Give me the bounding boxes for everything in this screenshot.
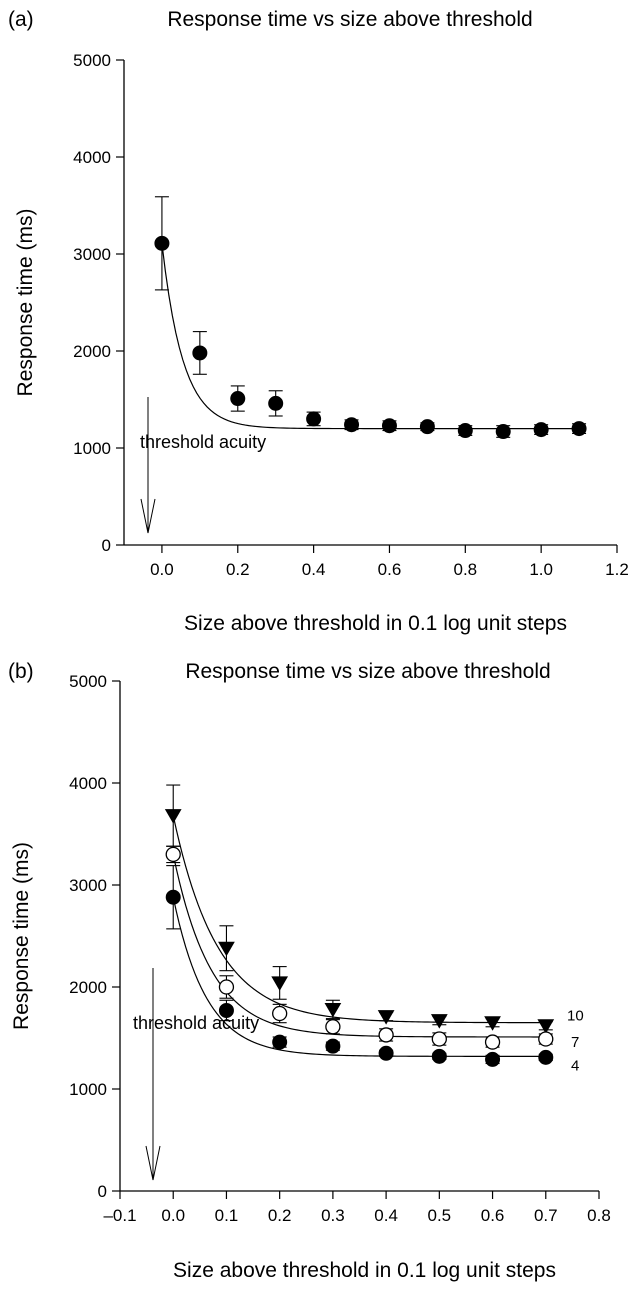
data-point — [218, 979, 235, 995]
data-point — [537, 1019, 555, 1034]
x-tick-label: 0.0 — [161, 1206, 185, 1225]
y-tick-label: 0 — [98, 1182, 107, 1201]
data-point — [218, 1002, 234, 1018]
data-point — [571, 421, 587, 437]
chart-b-svg: (b) Response time vs size above threshold… — [8, 660, 611, 1282]
x-tick-label: 0.1 — [215, 1206, 239, 1225]
data-point — [165, 889, 181, 905]
x-tick-label: 0.8 — [453, 560, 477, 579]
y-tick-label: 3000 — [69, 876, 107, 895]
data-point — [272, 1005, 288, 1022]
x-tick-label: 0.8 — [587, 1206, 611, 1225]
chart-panel-b: (b) Response time vs size above threshold… — [0, 645, 631, 1290]
data-point — [192, 345, 208, 361]
data-point — [230, 391, 246, 407]
data-point — [533, 422, 549, 438]
data-point — [218, 941, 235, 957]
data-point — [154, 235, 170, 251]
x-tick-label: 0.2 — [268, 1206, 292, 1225]
series-label: 7 — [571, 1034, 579, 1051]
y-tick-label: 3000 — [73, 245, 111, 264]
data-point — [324, 1002, 342, 1018]
series-10 — [164, 784, 555, 1034]
y-tick-label: 0 — [102, 536, 111, 555]
series-7 — [165, 845, 554, 1050]
data-point — [484, 1034, 501, 1050]
data-point — [538, 1031, 554, 1047]
data-point — [271, 976, 289, 991]
x-tick-label: 0.6 — [378, 560, 402, 579]
data-point — [495, 424, 511, 440]
data-point — [268, 395, 284, 411]
chart-panel-a: (a) Response time vs size above threshold… — [0, 0, 631, 645]
data-point — [457, 423, 473, 439]
y-axis-label: Response time (ms) — [10, 842, 33, 1030]
data-point — [419, 419, 435, 435]
arrow-head — [140, 498, 156, 534]
data-point — [325, 1038, 341, 1054]
series-4 — [165, 865, 554, 1067]
y-axis-label: Response time (ms) — [14, 209, 37, 397]
fit-curve — [161, 243, 580, 430]
y-tick-label: 4000 — [69, 774, 107, 793]
y-tick-label: 1000 — [69, 1080, 107, 1099]
fit-curve — [172, 854, 546, 1038]
fit-curve — [172, 815, 546, 1024]
data-point — [325, 1019, 341, 1035]
fit-curve — [172, 897, 546, 1057]
series-label: 10 — [567, 1008, 584, 1025]
panel-label: (b) — [8, 660, 34, 683]
data-point — [485, 1051, 501, 1067]
chart-a-svg: (a) Response time vs size above threshold… — [8, 8, 629, 635]
x-tick-label: 0.0 — [150, 560, 174, 579]
data-point — [378, 1027, 394, 1043]
data-point — [431, 1031, 447, 1047]
data-point — [272, 1034, 288, 1050]
chart-title: Response time vs size above threshold — [185, 660, 550, 683]
data-point — [381, 418, 397, 434]
x-tick-label: 0.4 — [302, 560, 326, 579]
series-label: 4 — [571, 1057, 579, 1074]
x-tick-label: 0.3 — [321, 1206, 345, 1225]
data-point — [165, 846, 181, 863]
data-point — [344, 417, 360, 433]
arrow-head — [145, 1145, 161, 1181]
data-point — [484, 1016, 501, 1031]
data-point — [377, 1010, 395, 1025]
x-axis-label: Size above threshold in 0.1 log unit ste… — [184, 612, 567, 635]
x-tick-label: 1.2 — [605, 560, 629, 579]
y-tick-label: 2000 — [73, 342, 111, 361]
panel-label: (a) — [8, 8, 34, 31]
data-point — [430, 1014, 448, 1029]
y-tick-label: 2000 — [69, 978, 107, 997]
data-point — [306, 411, 322, 427]
x-tick-label: 0.2 — [226, 560, 250, 579]
data-point — [538, 1049, 554, 1065]
x-tick-label: –0.1 — [103, 1206, 136, 1225]
series-0 — [154, 196, 587, 440]
x-tick-label: 0.6 — [481, 1206, 505, 1225]
chart-title: Response time vs size above threshold — [167, 8, 532, 31]
y-tick-label: 1000 — [73, 439, 111, 458]
x-tick-label: 1.0 — [529, 560, 553, 579]
x-tick-label: 0.4 — [374, 1206, 398, 1225]
data-point — [164, 809, 182, 824]
y-tick-label: 5000 — [69, 672, 107, 691]
x-tick-label: 0.7 — [534, 1206, 558, 1225]
threshold-annotation: threshold acuity — [140, 432, 266, 452]
y-tick-label: 5000 — [73, 51, 111, 70]
x-tick-label: 0.5 — [428, 1206, 452, 1225]
data-point — [431, 1048, 447, 1064]
x-axis-label: Size above threshold in 0.1 log unit ste… — [173, 1259, 556, 1282]
data-point — [378, 1045, 394, 1061]
threshold-annotation: threshold acuity — [133, 1013, 259, 1033]
y-tick-label: 4000 — [73, 148, 111, 167]
